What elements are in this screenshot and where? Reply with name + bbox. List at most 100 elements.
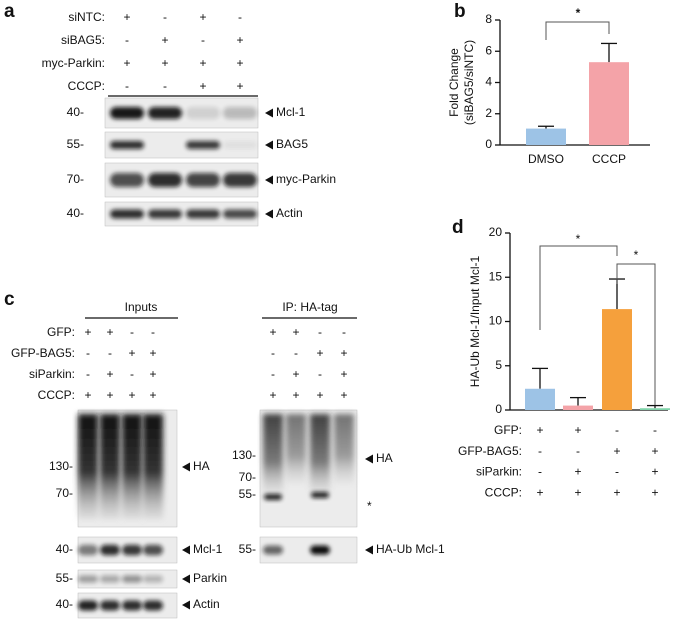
condition-sign: - [538, 444, 542, 458]
mw-marker: 55- [56, 571, 73, 585]
smear [263, 414, 283, 494]
condition-sign: - [271, 346, 275, 360]
mw-marker: 55- [239, 542, 256, 556]
mw-marker: 40- [56, 542, 73, 556]
condition-sign: + [106, 388, 113, 402]
condition-sign: - [130, 325, 134, 339]
band [110, 107, 144, 119]
bar [526, 128, 566, 145]
y-tick-label: 0 [495, 402, 502, 416]
band [78, 544, 98, 556]
band [122, 600, 142, 611]
mw-marker: 130- [49, 459, 73, 473]
band [186, 209, 220, 219]
blot-label: Actin [276, 206, 303, 220]
band [100, 575, 120, 583]
condition-sign: + [292, 367, 299, 381]
mw-marker: 70- [56, 486, 73, 500]
blot-note: * [367, 499, 372, 513]
bar [525, 388, 555, 410]
condition-sign: + [199, 56, 206, 70]
condition-sign: - [342, 325, 346, 339]
condition-sign: - [201, 33, 205, 47]
band [311, 492, 329, 498]
condition-sign: + [236, 56, 243, 70]
condition-sign: + [613, 444, 620, 458]
condition-sign: - [86, 367, 90, 381]
y-tick-label: 10 [489, 314, 503, 328]
condition-sign: + [316, 388, 323, 402]
smear [78, 414, 98, 519]
condition-sign: - [576, 444, 580, 458]
blot-label: Parkin [193, 571, 227, 585]
condition-label: GFP: [47, 325, 75, 339]
significance-star: * [576, 6, 581, 20]
band [110, 209, 144, 219]
arrowhead [182, 462, 190, 472]
condition-label: siNTC: [68, 10, 105, 24]
band [143, 600, 163, 611]
panel-label: d [452, 217, 464, 238]
arrowhead [265, 140, 273, 150]
band [310, 545, 330, 555]
condition-sign: - [271, 367, 275, 381]
smear [310, 414, 330, 494]
condition-sign: - [125, 33, 129, 47]
y-tick-label: 6 [485, 43, 492, 57]
condition-sign: - [653, 423, 657, 437]
condition-sign: - [615, 423, 619, 437]
smear [334, 414, 354, 484]
condition-label: myc-Parkin: [42, 56, 105, 70]
arrowhead [182, 574, 190, 584]
significance-star: * [634, 248, 639, 262]
x-tick-label: CCCP [592, 152, 626, 166]
condition-label: GFP: [494, 423, 522, 437]
band [186, 141, 220, 149]
band [223, 107, 257, 119]
condition-sign: + [651, 465, 658, 479]
arrowhead [265, 175, 273, 185]
condition-sign: + [316, 346, 323, 360]
significance-bracket [539, 245, 618, 330]
condition-label: GFP-BAG5: [458, 444, 522, 458]
condition-label: GFP-BAG5: [11, 346, 75, 360]
condition-sign: + [574, 465, 581, 479]
mw-marker: 40- [56, 597, 73, 611]
condition-sign: + [199, 79, 206, 93]
blot-label: Mcl-1 [193, 542, 223, 556]
y-axis-label: (siBAG5/siNTC) [462, 40, 476, 125]
mw-marker: 40- [67, 206, 84, 220]
y-axis-label: HA-Ub Mcl-1/Input Mcl-1 [468, 256, 482, 388]
condition-sign: + [269, 325, 276, 339]
smear [286, 414, 306, 484]
arrowhead [265, 108, 273, 118]
condition-label: CCCP: [485, 485, 522, 499]
condition-sign: + [292, 388, 299, 402]
mw-marker: 70- [67, 172, 84, 186]
band [78, 575, 98, 583]
condition-sign: + [613, 485, 620, 499]
band [122, 544, 142, 556]
condition-sign: - [163, 10, 167, 24]
condition-sign: + [340, 388, 347, 402]
band [264, 494, 282, 500]
condition-sign: - [125, 79, 129, 93]
condition-sign: + [161, 56, 168, 70]
bar [640, 408, 670, 410]
ip-title: IP: HA-tag [282, 300, 337, 314]
condition-label: siParkin: [29, 367, 75, 381]
y-axis-label: Fold Change [447, 48, 461, 117]
arrowhead [182, 600, 190, 610]
mw-marker: 130- [232, 448, 256, 462]
mw-marker: 40- [67, 105, 84, 119]
condition-sign: - [86, 346, 90, 360]
condition-sign: + [536, 423, 543, 437]
condition-sign: + [84, 388, 91, 402]
condition-sign: - [538, 465, 542, 479]
arrowhead [365, 454, 373, 464]
band [263, 545, 283, 555]
bar [563, 405, 593, 410]
significance-bracket [616, 263, 656, 405]
y-tick-label: 5 [495, 358, 502, 372]
band [223, 209, 257, 219]
